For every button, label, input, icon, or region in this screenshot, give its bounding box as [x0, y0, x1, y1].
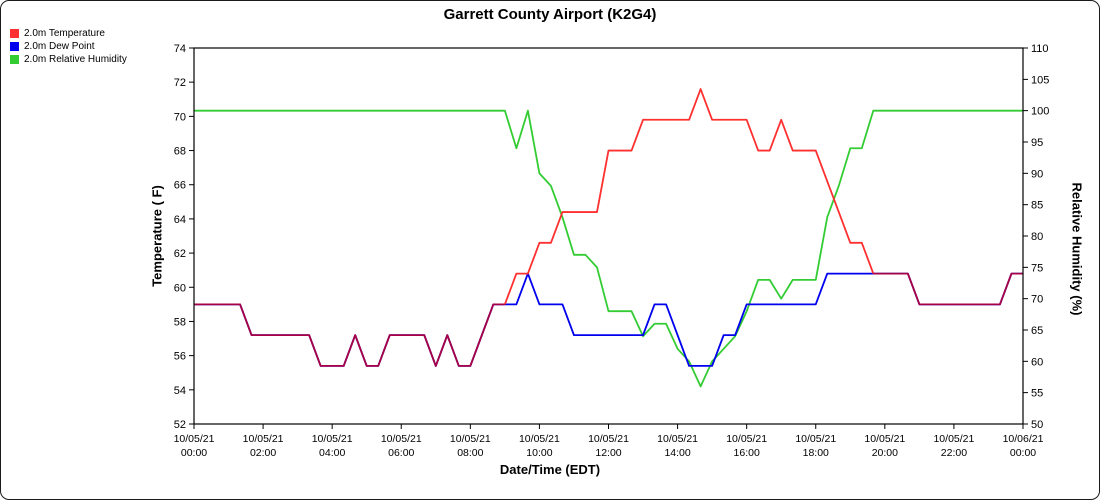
x-tick-date: 10/05/21 — [174, 433, 215, 445]
temperature-line — [873, 272, 1023, 306]
right-tick-label: 65 — [1031, 325, 1043, 337]
x-tick-date: 10/05/21 — [795, 433, 836, 445]
humidity-line — [194, 109, 1023, 388]
left-tick-label: 74 — [174, 43, 186, 55]
left-tick-label: 64 — [174, 214, 186, 226]
left-tick-label: 70 — [174, 111, 186, 123]
legend-swatch-icon — [10, 29, 19, 38]
x-tick-time: 18:00 — [803, 447, 829, 459]
plot-frame — [193, 47, 1024, 425]
x-tick-date: 10/05/21 — [450, 433, 491, 445]
right-tick-label: 70 — [1031, 294, 1043, 306]
legend-label: 2.0m Temperature — [24, 28, 105, 39]
x-tick-date: 10/05/21 — [381, 433, 422, 445]
right-tick-label: 85 — [1031, 200, 1043, 212]
x-tick-time: 22:00 — [941, 447, 967, 459]
right-tick-label: 95 — [1031, 137, 1043, 149]
left-tick-label: 62 — [174, 248, 186, 260]
temperature-line — [504, 88, 875, 305]
legend-swatch-icon — [10, 42, 19, 51]
legend-label: 2.0m Dew Point — [24, 41, 95, 52]
x-tick-time: 02:00 — [250, 447, 276, 459]
x-tick-time: 00:00 — [1010, 447, 1036, 459]
x-tick-time: 06:00 — [388, 447, 414, 459]
x-axis-label: Date/Time (EDT) — [499, 462, 601, 477]
right-tick-label: 110 — [1031, 43, 1049, 55]
right-tick-label: 50 — [1031, 419, 1043, 431]
x-tick-time: 16:00 — [734, 447, 760, 459]
right-tick-label: 100 — [1031, 106, 1049, 118]
legend-swatch-icon — [10, 55, 19, 64]
right-tick-label: 55 — [1031, 388, 1043, 400]
x-tick-date: 10/05/21 — [864, 433, 905, 445]
legend-item: 2.0m Relative Humidity — [10, 53, 127, 66]
left-tick-label: 72 — [174, 77, 186, 89]
right-tick-label: 60 — [1031, 356, 1043, 368]
left-tick-label: 58 — [174, 316, 186, 328]
x-tick-date: 10/05/21 — [519, 433, 560, 445]
right-tick-label: 75 — [1031, 262, 1043, 274]
x-tick-date: 10/05/21 — [243, 433, 284, 445]
temperature-line — [194, 303, 505, 367]
chart-title: Garrett County Airport (K2G4) — [443, 6, 657, 23]
right-tick-label: 80 — [1031, 231, 1043, 243]
x-tick-date: 10/05/21 — [312, 433, 353, 445]
x-tick-time: 20:00 — [872, 447, 898, 459]
right-tick-label: 105 — [1031, 74, 1049, 86]
x-tick-date: 10/05/21 — [726, 433, 767, 445]
legend-label: 2.0m Relative Humidity — [24, 54, 127, 65]
x-tick-time: 12:00 — [595, 447, 621, 459]
legend-item: 2.0m Dew Point — [10, 40, 127, 53]
x-tick-date: 10/05/21 — [588, 433, 629, 445]
x-tick-time: 10:00 — [526, 447, 552, 459]
x-tick-time: 04:00 — [319, 447, 345, 459]
right-tick-label: 90 — [1031, 168, 1043, 180]
x-tick-date: 10/05/21 — [933, 433, 974, 445]
left-tick-label: 56 — [174, 351, 186, 363]
dewpoint-line — [194, 272, 1023, 367]
x-tick-date: 10/05/21 — [657, 433, 698, 445]
left-tick-label: 66 — [174, 180, 186, 192]
legend: 2.0m Temperature 2.0m Dew Point 2.0m Relat… — [10, 27, 127, 66]
left-tick-label: 68 — [174, 146, 186, 158]
x-tick-time: 08:00 — [457, 447, 483, 459]
legend-item: 2.0m Temperature — [10, 27, 127, 40]
left-tick-label: 60 — [174, 282, 186, 294]
x-tick-time: 14:00 — [664, 447, 690, 459]
left-tick-label: 52 — [174, 419, 186, 431]
left-tick-label: 54 — [174, 385, 186, 397]
x-tick-time: 00:00 — [181, 447, 207, 459]
x-tick-date: 10/06/21 — [1003, 433, 1044, 445]
